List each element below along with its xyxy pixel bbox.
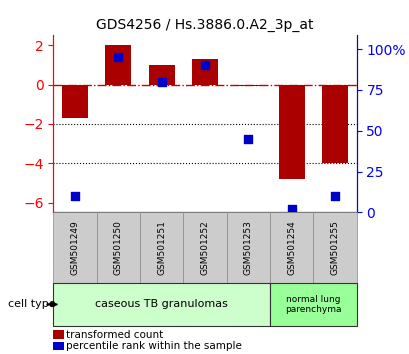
Bar xyxy=(278,85,304,179)
Text: GSM501253: GSM501253 xyxy=(243,220,252,275)
Text: GSM501251: GSM501251 xyxy=(157,220,166,275)
Text: GSM501252: GSM501252 xyxy=(200,221,209,275)
Title: GDS4256 / Hs.3886.0.A2_3p_at: GDS4256 / Hs.3886.0.A2_3p_at xyxy=(96,18,313,32)
Bar xyxy=(191,59,218,85)
Point xyxy=(72,193,78,199)
Bar xyxy=(62,85,88,118)
Text: cell type: cell type xyxy=(8,299,56,309)
Text: transformed count: transformed count xyxy=(65,330,162,339)
Point xyxy=(245,136,251,142)
Text: percentile rank within the sample: percentile rank within the sample xyxy=(65,341,241,351)
Bar xyxy=(235,85,261,86)
Point xyxy=(288,206,294,212)
Point xyxy=(331,193,337,199)
Point xyxy=(201,63,208,68)
Point xyxy=(115,55,121,60)
Text: GSM501249: GSM501249 xyxy=(70,221,79,275)
Text: GSM501255: GSM501255 xyxy=(330,220,339,275)
Text: GSM501250: GSM501250 xyxy=(114,220,123,275)
Bar xyxy=(321,85,347,163)
Bar xyxy=(105,45,131,85)
Text: caseous TB granulomas: caseous TB granulomas xyxy=(95,299,227,309)
Text: GSM501254: GSM501254 xyxy=(286,221,295,275)
Text: normal lung
parenchyma: normal lung parenchyma xyxy=(284,295,341,314)
Point xyxy=(158,79,164,85)
Bar xyxy=(148,65,174,85)
